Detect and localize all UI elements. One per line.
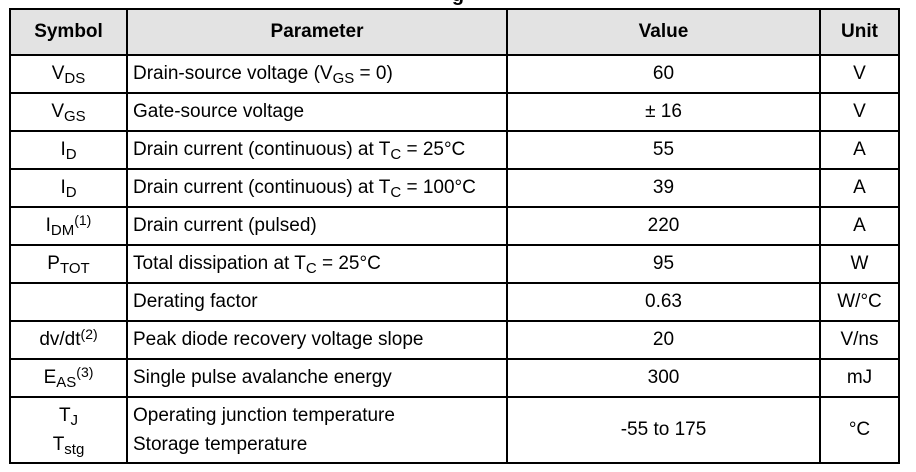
- table-row: EAS(3) Single pulse avalanche energy 300…: [9, 358, 900, 398]
- absolute-maximum-ratings-table: Symbol Parameter Value Unit VDS Drain-so…: [9, 8, 900, 464]
- table-caption-fragment: g: [0, 0, 916, 5]
- symbol-line-1: TJ: [58, 405, 79, 429]
- symbol-cell: EAS(3): [9, 358, 128, 398]
- value-cell: 55: [506, 130, 821, 170]
- parameter-cell: Total dissipation at TC = 25°C: [126, 244, 508, 284]
- symbol-cell: VGS: [9, 92, 128, 132]
- unit-cell: V: [819, 92, 900, 132]
- value-cell: 20: [506, 320, 821, 360]
- table-row: PTOT Total dissipation at TC = 25°C 95 W: [9, 244, 900, 284]
- value-cell: 95: [506, 244, 821, 284]
- parameter-cell: Gate-source voltage: [126, 92, 508, 132]
- value-cell: 0.63: [506, 282, 821, 322]
- table-row: ID Drain current (continuous) at TC = 10…: [9, 168, 900, 208]
- unit-cell: °C: [819, 396, 900, 464]
- parameter-cell: Drain current (continuous) at TC = 100°C: [126, 168, 508, 208]
- header-row: Symbol Parameter Value Unit: [9, 8, 900, 56]
- unit-cell: W/°C: [819, 282, 900, 322]
- unit-cell: V: [819, 54, 900, 94]
- value-cell: -55 to 175: [506, 396, 821, 464]
- parameter-cell: Derating factor: [126, 282, 508, 322]
- parameter-cell: Drain-source voltage (VGS = 0): [126, 54, 508, 94]
- value-cell: 220: [506, 206, 821, 246]
- symbol-cell: [9, 282, 128, 322]
- unit-cell: mJ: [819, 358, 900, 398]
- table-row: Derating factor 0.63 W/°C: [9, 282, 900, 322]
- table-row: IDM(1) Drain current (pulsed) 220 A: [9, 206, 900, 246]
- table-row: ID Drain current (continuous) at TC = 25…: [9, 130, 900, 170]
- value-cell: 60: [506, 54, 821, 94]
- table-row: dv/dt(2) Peak diode recovery voltage slo…: [9, 320, 900, 360]
- header-parameter: Parameter: [126, 8, 508, 56]
- unit-cell: V/ns: [819, 320, 900, 360]
- symbol-cell: dv/dt(2): [9, 320, 128, 360]
- table-row: VGS Gate-source voltage ± 16 V: [9, 92, 900, 132]
- symbol-cell: IDM(1): [9, 206, 128, 246]
- header-unit: Unit: [819, 8, 900, 56]
- unit-cell: A: [819, 168, 900, 208]
- parameter-line-2: Storage temperature: [133, 434, 308, 455]
- header-value: Value: [506, 8, 821, 56]
- table-row: VDS Drain-source voltage (VGS = 0) 60 V: [9, 54, 900, 94]
- parameter-cell: Drain current (pulsed): [126, 206, 508, 246]
- parameter-cell: Drain current (continuous) at TC = 25°C: [126, 130, 508, 170]
- value-cell: 300: [506, 358, 821, 398]
- parameter-cell: Single pulse avalanche energy: [126, 358, 508, 398]
- symbol-cell: ID: [9, 168, 128, 208]
- symbol-cell: PTOT: [9, 244, 128, 284]
- symbol-line-2: Tstg: [52, 434, 85, 458]
- symbol-cell: VDS: [9, 54, 128, 94]
- value-cell: ± 16: [506, 92, 821, 132]
- symbol-cell: TJ Tstg: [9, 396, 128, 464]
- parameter-line-1: Operating junction temperature: [133, 405, 395, 426]
- symbol-cell: ID: [9, 130, 128, 170]
- value-cell: 39: [506, 168, 821, 208]
- header-symbol: Symbol: [9, 8, 128, 56]
- unit-cell: A: [819, 130, 900, 170]
- table-row: TJ Tstg Operating junction temperature S…: [9, 396, 900, 464]
- parameter-cell: Operating junction temperature Storage t…: [126, 396, 508, 464]
- unit-cell: A: [819, 206, 900, 246]
- parameter-cell: Peak diode recovery voltage slope: [126, 320, 508, 360]
- unit-cell: W: [819, 244, 900, 284]
